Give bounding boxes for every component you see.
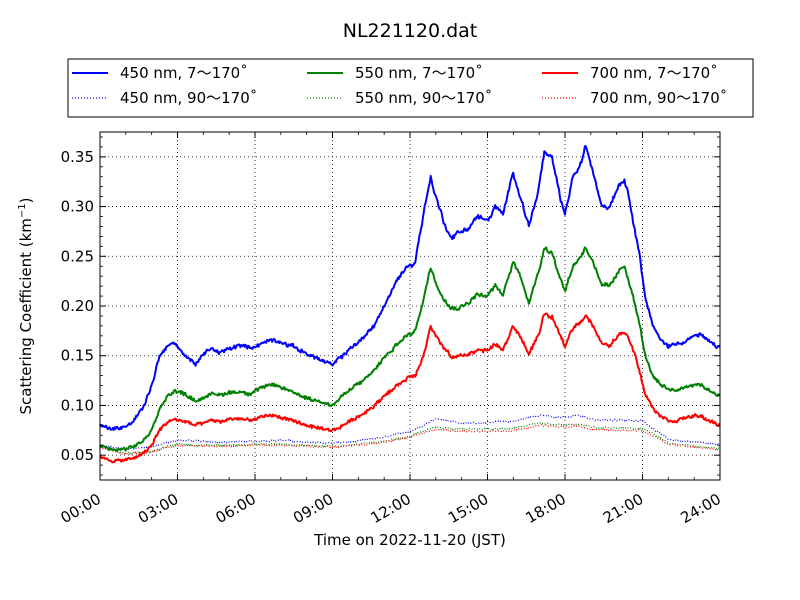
ticks: [99, 132, 721, 480]
y-tick-label: 0.20: [61, 297, 94, 315]
grid: [100, 132, 720, 480]
y-tick-label: 0.30: [61, 198, 94, 216]
legend-item: 450 nm, 90～170˚: [72, 89, 257, 107]
y-axis-label-close: ): [17, 197, 35, 203]
legend-item: 550 nm, 90～170˚: [307, 89, 492, 107]
legend-item: 550 nm, 7～170˚: [307, 64, 483, 82]
series-line: [99, 246, 721, 452]
legend-label: 450 nm, 7～170˚: [120, 64, 248, 82]
y-axis-label: Scattering Coefficient (km−1): [17, 197, 35, 414]
y-axis-label-superscript: −1: [17, 203, 28, 218]
legend-box: [67, 58, 754, 118]
legend-label: 550 nm, 7～170˚: [355, 64, 483, 82]
y-tick-labels: 0.05 0.10 0.15 0.20 0.25 0.30 0.35: [61, 148, 94, 464]
series-line: [99, 414, 721, 451]
legend: 450 nm, 7～170˚ 550 nm, 7～170˚ 700 nm, 7～17…: [67, 58, 754, 118]
legend-item: 700 nm, 90～170˚: [542, 89, 727, 107]
y-tick-label: 0.15: [61, 347, 94, 365]
y-tick-label: 0.05: [61, 446, 94, 464]
legend-label: 700 nm, 7～170˚: [590, 64, 718, 82]
legend-item: 450 nm, 7～170˚: [72, 64, 248, 82]
x-axis-label: Time on 2022-11-20 (JST): [313, 531, 506, 549]
chart-title: NL221120.dat: [343, 20, 478, 42]
y-tick-label: 0.25: [61, 247, 94, 265]
legend-item: 700 nm, 7～170˚: [542, 64, 718, 82]
series-line: [99, 145, 721, 431]
y-tick-label: 0.10: [61, 396, 94, 414]
legend-label: 550 nm, 90～170˚: [355, 89, 492, 107]
legend-label: 450 nm, 90～170˚: [120, 89, 257, 107]
legend-label: 700 nm, 90～170˚: [590, 89, 727, 107]
y-axis-label-main: Scattering Coefficient (km: [17, 218, 35, 414]
plot-area: [99, 131, 721, 481]
series-line: [99, 312, 721, 464]
series-layer: [99, 145, 721, 464]
y-tick-label: 0.35: [61, 148, 94, 166]
series-line: [99, 422, 721, 454]
